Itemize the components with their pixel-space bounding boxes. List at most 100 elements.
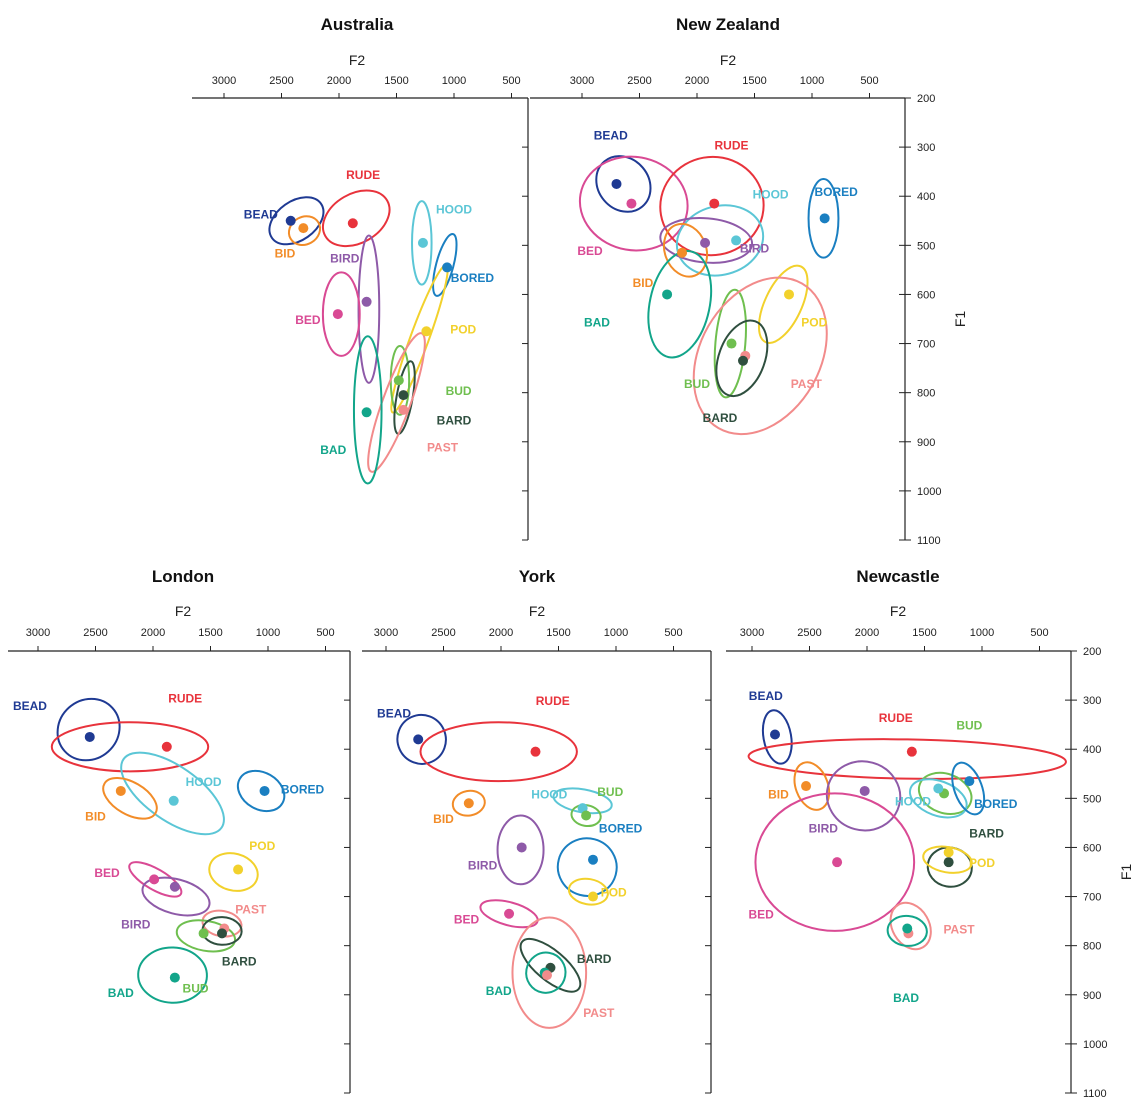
chart-panel-newcastle: Newcastle F2 3000 2500 2000 1500 1000 500 200 300…: [726, 567, 1134, 1099]
y-tick-label: 800: [917, 388, 935, 400]
vowel-ellipse-pod: [208, 852, 259, 892]
x-tick-label: 1000: [800, 75, 824, 87]
chart-panel-new-zealand: New Zealand F2 3000 2500 2000 1500 1000 500 200 3…: [530, 15, 968, 547]
vowel-ellipse-bad: [886, 914, 928, 947]
vowel-point-hood: [933, 783, 944, 794]
vowel-label-bored: BORED: [599, 822, 643, 836]
vowel-label-bored: BORED: [974, 797, 1018, 811]
vowel-ellipse-rude: [747, 738, 1067, 780]
vowel-point-bad: [361, 407, 372, 418]
x-tick-label: 500: [1030, 627, 1048, 639]
x-tick-label: 3000: [740, 627, 764, 639]
x-tick-label: 2000: [855, 627, 879, 639]
y-tick-label: 700: [1083, 892, 1101, 904]
vowel-point-pod: [233, 864, 244, 875]
x-axis-label: F2: [175, 603, 192, 619]
vowel-label-past: PAST: [235, 903, 267, 917]
vowel-label-bid: BID: [85, 809, 106, 823]
vowel-ellipse-bard: [519, 938, 582, 993]
vowel-ellipse-bird: [496, 814, 545, 886]
y-tick-label: 1100: [917, 535, 941, 547]
vowel-ellipse-bored: [951, 761, 986, 816]
vowel-label-pod: POD: [249, 839, 275, 853]
vowel-label-bid: BID: [433, 812, 454, 826]
vowel-point-bed: [332, 309, 343, 320]
x-tick-label: 3000: [570, 75, 594, 87]
y-tick-label: 900: [917, 437, 935, 449]
vowel-point-rude: [347, 218, 358, 229]
y-axis-label: F1: [1118, 864, 1134, 881]
vowel-ellipse-bored: [236, 769, 286, 813]
vowel-point-bed: [832, 857, 843, 868]
vowel-ellipse-bad: [525, 951, 567, 994]
vowel-point-bird: [859, 785, 870, 796]
vowel-label-rude: RUDE: [714, 139, 748, 153]
vowel-point-bad: [902, 923, 913, 934]
x-tick-label: 2000: [685, 75, 709, 87]
panel-title: Newcastle: [856, 567, 939, 586]
vowel-label-bird: BIRD: [330, 252, 360, 266]
x-tick-label: 1000: [442, 75, 466, 87]
x-tick-label: 1000: [256, 627, 280, 639]
vowel-label-bard: BARD: [703, 411, 738, 425]
y-tick-label: 500: [917, 240, 935, 252]
vowel-label-bud: BUD: [956, 719, 982, 733]
vowel-label-past: PAST: [943, 922, 975, 936]
vowel-ellipse-bead: [268, 196, 325, 246]
vowel-label-bud: BUD: [446, 384, 472, 398]
vowel-ellipse-bird: [141, 876, 211, 917]
y-tick-label: 400: [1083, 744, 1101, 756]
vowel-label-bird: BIRD: [740, 242, 770, 256]
x-tick-label: 1500: [384, 75, 408, 87]
panel-title: York: [519, 567, 556, 586]
vowel-ellipse-rude: [50, 721, 210, 773]
vowel-label-rude: RUDE: [879, 711, 913, 725]
vowel-point-bard: [398, 390, 409, 401]
vowel-point-bed: [149, 874, 160, 885]
panel-title: Australia: [321, 15, 394, 34]
y-tick-label: 400: [917, 191, 935, 203]
vowel-label-bard: BARD: [969, 827, 1004, 841]
vowel-label-bard: BARD: [577, 952, 612, 966]
vowel-label-bad: BAD: [584, 315, 610, 329]
vowel-point-pod: [588, 891, 598, 902]
vowel-label-bud: BUD: [183, 981, 209, 995]
x-tick-label: 1500: [912, 627, 936, 639]
vowel-ellipse-bad: [647, 250, 713, 359]
y-tick-label: 300: [917, 142, 935, 154]
x-tick-label: 2500: [269, 75, 293, 87]
vowel-ellipse-bed: [754, 792, 916, 932]
vowel-label-bed: BED: [454, 913, 480, 927]
vowel-point-pod: [421, 326, 432, 337]
y-axis-label: F1: [952, 311, 968, 328]
vowel-ellipse-bird: [357, 234, 381, 384]
vowel-point-bird: [700, 237, 711, 248]
x-axis-label: F2: [349, 52, 366, 68]
vowel-label-past: PAST: [583, 1006, 615, 1020]
vowel-ellipse-bead: [396, 713, 447, 765]
x-tick-label: 1500: [198, 627, 222, 639]
x-tick-label: 2500: [431, 627, 455, 639]
vowel-point-rude: [161, 741, 172, 752]
vowel-point-bid: [298, 223, 309, 234]
vowel-label-bed: BED: [749, 908, 775, 922]
vowel-point-bead: [611, 178, 622, 189]
y-tick-label: 1100: [1083, 1088, 1107, 1099]
vowel-ellipse-bard: [715, 319, 769, 398]
vowel-ellipse-bud: [713, 288, 747, 399]
vowel-label-bad: BAD: [108, 986, 134, 1000]
vowel-label-bad: BAD: [486, 984, 512, 998]
vowel-ellipse-bead: [56, 697, 121, 762]
vowel-label-bored: BORED: [281, 782, 325, 796]
vowel-label-bad: BAD: [320, 443, 346, 457]
vowel-point-bid: [463, 798, 474, 809]
x-tick-label: 1000: [604, 627, 628, 639]
vowel-point-bird: [169, 881, 180, 892]
chart-panel-london: London F2 3000 2500 2000 1500 1000 500 BEAD RUDE H…: [8, 567, 351, 1094]
vowel-label-hood: HOOD: [895, 795, 931, 809]
vowel-point-bored: [964, 776, 975, 787]
y-tick-label: 200: [917, 93, 935, 105]
y-tick-label: 200: [1083, 646, 1101, 658]
vowel-ellipse-bored: [432, 233, 458, 297]
